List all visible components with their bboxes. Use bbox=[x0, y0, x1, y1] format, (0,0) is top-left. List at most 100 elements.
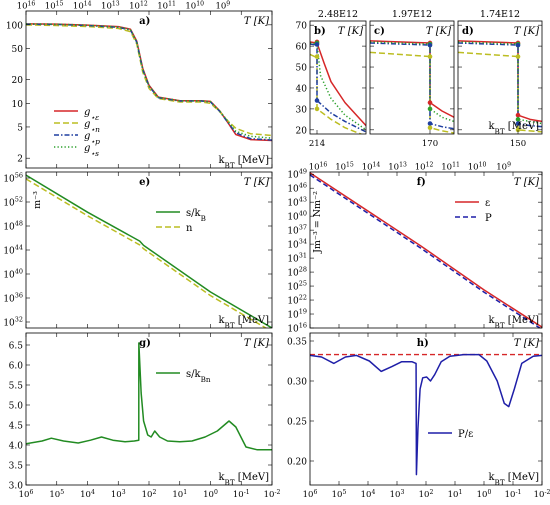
marker-point-b-5 bbox=[314, 106, 320, 112]
series-line-h-0 bbox=[310, 353, 542, 476]
y-tick-label: 50 bbox=[12, 45, 24, 55]
marker-point-c-7 bbox=[427, 125, 433, 131]
top-axis-label: T [K] bbox=[514, 177, 539, 188]
series-line-a-0 bbox=[26, 23, 272, 142]
y-tick-label: 4.0 bbox=[9, 442, 24, 452]
y-axis-label: m⁻³ bbox=[32, 191, 43, 209]
series-line-d-2 bbox=[458, 42, 542, 128]
y-tick-label: 1043 bbox=[287, 196, 307, 209]
x-tick-label: 10-2 bbox=[264, 489, 281, 501]
plot-frame-a bbox=[25, 10, 273, 169]
y-tick-label: 1016 bbox=[287, 322, 307, 335]
series-line-e-0 bbox=[26, 174, 272, 328]
y-tick-label: 1048 bbox=[3, 220, 23, 233]
x-tick-label: 102 bbox=[142, 489, 157, 501]
x-tick-label: 103 bbox=[390, 489, 405, 501]
marker-point-d-2 bbox=[515, 42, 521, 48]
marker-point-c-4 bbox=[427, 100, 433, 105]
marker-point-d-4 bbox=[515, 112, 521, 118]
y-tick-label: 1019 bbox=[287, 308, 307, 321]
top-tick-label: 1014 bbox=[362, 161, 381, 173]
series-line-f-0 bbox=[310, 172, 542, 328]
legend-label: g⋆n bbox=[84, 119, 100, 134]
panel-label: h) bbox=[417, 338, 429, 349]
panel-d: 150 1.74E12 d) T [K] kBT [MeV] bbox=[457, 9, 543, 149]
legend-label: g⋆ε bbox=[84, 107, 99, 122]
y-tick-label: 1037 bbox=[287, 224, 307, 237]
marker-point-d-7 bbox=[515, 127, 521, 133]
series-line-b-1 bbox=[310, 53, 363, 134]
marker-point-d-3 bbox=[515, 54, 521, 59]
x-tick-label: 10-1 bbox=[233, 489, 250, 501]
legend-label: g⋆s bbox=[84, 143, 99, 158]
y-tick-label: 1028 bbox=[287, 266, 307, 279]
y-tick-label: 1031 bbox=[287, 252, 307, 265]
legend-label: P bbox=[485, 213, 492, 224]
series-line-g-0 bbox=[26, 342, 272, 451]
legend-label: ε bbox=[485, 198, 490, 209]
panel-label: a) bbox=[139, 16, 150, 27]
y-tick-label: 5.5 bbox=[9, 382, 24, 392]
series-line-a-1 bbox=[26, 24, 272, 137]
top-axis-label: T [K] bbox=[244, 338, 269, 349]
x-axis-label: kBT [MeV] bbox=[218, 155, 269, 170]
x-axis-label: kBT [MeV] bbox=[218, 315, 269, 330]
y-tick-label: 30 bbox=[296, 105, 308, 115]
x-tick-label: 105 bbox=[332, 489, 347, 501]
y-tick-label: 1046 bbox=[287, 182, 307, 195]
legend-label: s/kBn bbox=[186, 369, 211, 384]
y-tick-label: 40 bbox=[296, 84, 308, 94]
x-tick-label: 10-2 bbox=[534, 489, 550, 501]
marker-point-c-5 bbox=[427, 106, 433, 112]
y-tick-label: 1040 bbox=[3, 268, 23, 281]
y-tick-label: 0.35 bbox=[287, 338, 307, 348]
y-tick-label: 20 bbox=[296, 126, 308, 136]
top-value-label: 1.97E12 bbox=[392, 9, 432, 20]
y-tick-label: 6.0 bbox=[9, 362, 24, 372]
y-tick-label: 3.0 bbox=[9, 482, 24, 492]
x-axis-label: kBT [MeV] bbox=[488, 472, 539, 487]
top-value-label: 2.48E12 bbox=[318, 9, 358, 20]
top-tick-label: 1013 bbox=[388, 161, 407, 173]
top-tick-label: 1013 bbox=[101, 0, 120, 12]
y-tick-label: 10 bbox=[12, 100, 24, 110]
marker-point-b-3 bbox=[314, 54, 320, 59]
x-tick-label: 106 bbox=[19, 489, 34, 501]
y-tick-label: 1044 bbox=[3, 244, 23, 257]
series-line-b-2 bbox=[310, 43, 366, 133]
top-tick-label: 1010 bbox=[468, 161, 487, 173]
x-tick-label: 10-1 bbox=[505, 489, 522, 501]
top-tick-label: 1011 bbox=[157, 0, 176, 12]
x-axis-label: kBT [MeV] bbox=[218, 472, 269, 487]
y-tick-label: 1032 bbox=[3, 316, 23, 329]
y-tick-label: 1034 bbox=[287, 238, 307, 251]
marker-point-d-5 bbox=[515, 117, 521, 122]
series-line-c-3 bbox=[370, 41, 454, 123]
marker-point-c-2 bbox=[427, 42, 433, 48]
top-tick-label: 1016 bbox=[309, 161, 328, 173]
x-tick-label: 170 bbox=[422, 139, 438, 149]
series-line-c-1 bbox=[370, 51, 454, 134]
legend-label: s/kB bbox=[186, 208, 206, 223]
plot-frame-b bbox=[309, 20, 367, 135]
series-line-a-2 bbox=[26, 23, 272, 141]
plot-frame-g bbox=[25, 332, 273, 486]
legend-label: P/ε bbox=[458, 429, 473, 440]
series-group bbox=[26, 174, 272, 328]
series-group bbox=[310, 172, 542, 328]
y-tick-label: 70 bbox=[296, 22, 308, 32]
top-tick-label: 1015 bbox=[45, 0, 64, 12]
top-tick-label: 109 bbox=[496, 161, 511, 173]
y-tick-label: 0.30 bbox=[287, 378, 307, 388]
x-tick-label: 101 bbox=[448, 489, 463, 501]
series-line-d-1 bbox=[458, 51, 542, 133]
y-tick-label: 100 bbox=[6, 21, 23, 31]
top-tick-label: 1016 bbox=[17, 0, 36, 12]
panel-label: f) bbox=[417, 177, 426, 188]
top-tick-label: 1012 bbox=[129, 0, 148, 12]
y-tick-label: 6.5 bbox=[9, 342, 24, 352]
panel-c: 170 1.97E12 c) T [K] bbox=[369, 9, 455, 149]
